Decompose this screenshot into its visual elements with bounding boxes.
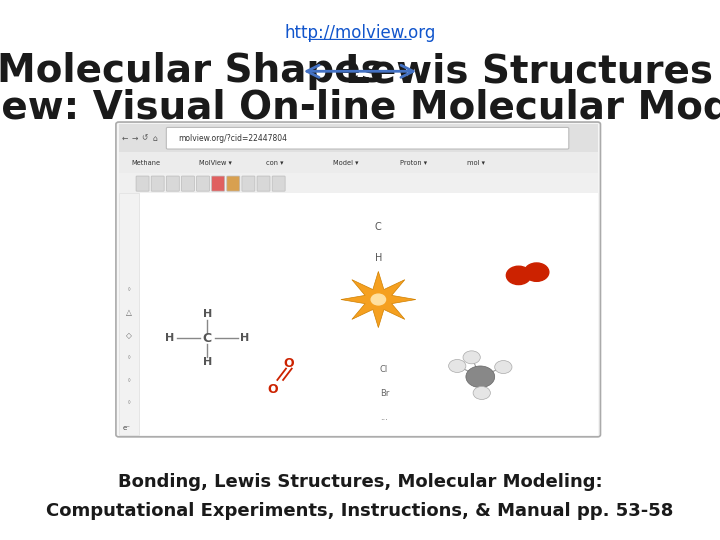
Text: http://molview.org: http://molview.org <box>284 24 436 43</box>
Text: O: O <box>268 383 279 396</box>
Bar <box>119 173 598 193</box>
Text: ⌂: ⌂ <box>153 134 157 143</box>
Circle shape <box>506 266 531 285</box>
Text: Cl: Cl <box>379 365 388 374</box>
PathPatch shape <box>341 272 416 328</box>
Text: H: H <box>374 253 382 264</box>
Text: molview.org/?cid=22447804: molview.org/?cid=22447804 <box>179 134 287 143</box>
FancyBboxPatch shape <box>166 176 179 191</box>
Text: ◦: ◦ <box>127 399 131 408</box>
Text: ◇: ◇ <box>126 330 132 340</box>
Text: ◦: ◦ <box>127 353 131 362</box>
Circle shape <box>372 294 386 305</box>
FancyBboxPatch shape <box>227 176 240 191</box>
Text: e⁻: e⁻ <box>123 425 131 431</box>
Circle shape <box>463 351 480 364</box>
FancyBboxPatch shape <box>242 176 255 191</box>
Text: Molecular Shapes: Molecular Shapes <box>0 52 384 90</box>
Circle shape <box>466 366 495 388</box>
Text: Br: Br <box>379 389 389 398</box>
FancyBboxPatch shape <box>257 176 270 191</box>
FancyBboxPatch shape <box>116 122 600 437</box>
Text: ←: ← <box>122 134 127 143</box>
FancyBboxPatch shape <box>212 176 225 191</box>
Bar <box>119 193 598 435</box>
Circle shape <box>495 361 512 374</box>
FancyBboxPatch shape <box>181 176 194 191</box>
Text: ◦: ◦ <box>127 285 131 294</box>
Text: H: H <box>240 333 249 343</box>
Text: O: O <box>284 357 294 370</box>
Text: con ▾: con ▾ <box>266 159 283 166</box>
Text: Model ▾: Model ▾ <box>333 159 358 166</box>
Bar <box>119 193 139 435</box>
Text: C: C <box>203 332 212 345</box>
FancyBboxPatch shape <box>136 176 149 191</box>
FancyBboxPatch shape <box>272 176 285 191</box>
Text: MolView: Visual On-line Molecular Modeling: MolView: Visual On-line Molecular Modeli… <box>0 89 720 127</box>
Text: Proton ▾: Proton ▾ <box>400 159 427 166</box>
Text: Lewis Structures: Lewis Structures <box>345 52 714 90</box>
Text: ↺: ↺ <box>142 134 148 143</box>
Text: H: H <box>203 357 212 367</box>
Text: Methane: Methane <box>132 159 161 166</box>
Text: MolView ▾: MolView ▾ <box>199 159 232 166</box>
Text: →: → <box>132 134 138 143</box>
Text: ...: ... <box>379 413 387 422</box>
Bar <box>119 152 598 173</box>
Text: △: △ <box>126 308 132 317</box>
FancyBboxPatch shape <box>166 127 569 149</box>
FancyBboxPatch shape <box>151 176 164 191</box>
Text: Bonding, Lewis Structures, Molecular Modeling:: Bonding, Lewis Structures, Molecular Mod… <box>117 472 603 491</box>
Text: ◦: ◦ <box>127 376 131 385</box>
Text: mol ▾: mol ▾ <box>467 159 485 166</box>
Text: H: H <box>203 309 212 319</box>
Circle shape <box>473 387 490 400</box>
Text: C: C <box>375 222 382 232</box>
Circle shape <box>449 360 466 373</box>
Circle shape <box>524 263 549 281</box>
Text: Computational Experiments, Instructions, & Manual pp. 53-58: Computational Experiments, Instructions,… <box>46 502 674 521</box>
Bar <box>119 124 598 152</box>
Text: H: H <box>166 333 174 343</box>
FancyBboxPatch shape <box>197 176 210 191</box>
